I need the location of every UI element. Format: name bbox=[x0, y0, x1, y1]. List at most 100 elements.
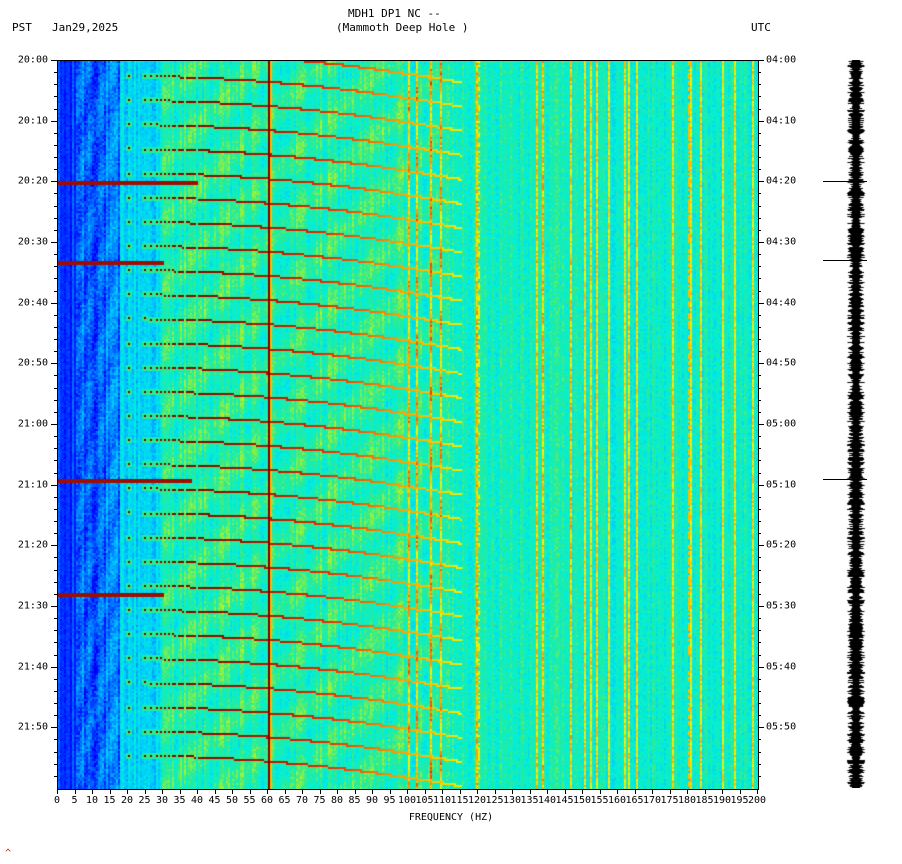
x-tick-label: 170 bbox=[642, 795, 662, 806]
left-timezone-label: PST bbox=[12, 21, 32, 34]
y-minor-tick-left bbox=[54, 448, 57, 450]
x-tick bbox=[57, 789, 58, 794]
x-tick bbox=[599, 789, 601, 794]
y-tick-left bbox=[51, 424, 57, 425]
y-minor-tick-right bbox=[758, 351, 761, 353]
x-tick bbox=[337, 789, 338, 794]
x-tick-label: 65 bbox=[278, 795, 291, 806]
y-minor-tick-left bbox=[54, 472, 57, 474]
y-minor-tick-right bbox=[758, 217, 761, 219]
y-minor-tick-left bbox=[54, 314, 57, 316]
x-tick bbox=[564, 789, 566, 794]
x-tick bbox=[127, 789, 128, 794]
y-minor-tick-right bbox=[758, 703, 761, 705]
y-minor-tick-left bbox=[54, 581, 57, 583]
x-tick-label: 125 bbox=[485, 795, 504, 806]
x-tick bbox=[442, 789, 443, 794]
x-tick-label: 185 bbox=[695, 795, 714, 806]
x-tick-label: 190 bbox=[712, 795, 732, 806]
y-tick-label-right: 05:30 bbox=[766, 600, 797, 612]
y-tick-left bbox=[51, 60, 57, 61]
y-minor-tick-left bbox=[54, 387, 57, 389]
x-tick bbox=[162, 789, 163, 794]
x-tick bbox=[494, 789, 496, 794]
date-label: Jan29,2025 bbox=[52, 21, 119, 34]
y-minor-tick-right bbox=[758, 290, 761, 292]
page-subtitle: (Mammoth Deep Hole ) bbox=[336, 21, 469, 34]
x-tick-label: 90 bbox=[365, 795, 379, 806]
y-minor-tick-left bbox=[54, 533, 57, 535]
x-tick-label: 115 bbox=[450, 795, 469, 806]
x-tick-label: 175 bbox=[660, 795, 679, 806]
y-minor-tick-right bbox=[758, 193, 761, 195]
x-tick-label: 150 bbox=[572, 795, 592, 806]
y-minor-tick-left bbox=[54, 144, 57, 146]
x-tick bbox=[634, 789, 636, 794]
y-minor-tick-left bbox=[54, 229, 57, 231]
y-tick-left bbox=[51, 242, 57, 243]
x-tick-label: 5 bbox=[71, 795, 78, 806]
y-minor-tick-right bbox=[758, 654, 761, 656]
y-minor-tick-right bbox=[758, 569, 761, 571]
y-minor-tick-left bbox=[54, 351, 57, 353]
y-minor-tick-right bbox=[758, 339, 761, 341]
y-minor-tick-left bbox=[54, 375, 57, 377]
x-tick bbox=[687, 789, 688, 794]
x-tick bbox=[652, 789, 653, 794]
page-title: MDH1 DP1 NC -- bbox=[348, 7, 441, 20]
y-minor-tick-left bbox=[54, 630, 57, 632]
x-tick bbox=[704, 789, 706, 794]
x-tick-label: 135 bbox=[520, 795, 539, 806]
x-tick-label: 195 bbox=[730, 795, 749, 806]
x-tick bbox=[424, 789, 426, 794]
y-minor-tick-right bbox=[758, 266, 761, 268]
x-tick-label: 15 bbox=[103, 795, 116, 806]
y-tick-left bbox=[51, 120, 57, 122]
y-minor-tick-right bbox=[758, 278, 761, 280]
y-minor-tick-right bbox=[758, 508, 761, 510]
y-minor-tick-left bbox=[54, 593, 57, 595]
y-minor-tick-right bbox=[758, 763, 761, 765]
y-minor-tick-left bbox=[54, 96, 57, 98]
helicorder-event-mark bbox=[823, 478, 867, 480]
y-tick-label-left: 20:00 bbox=[17, 54, 48, 66]
y-minor-tick-right bbox=[758, 411, 761, 413]
x-tick-label: 200 bbox=[747, 795, 767, 806]
y-minor-tick-left bbox=[54, 205, 57, 207]
y-tick-label-left: 21:40 bbox=[17, 661, 48, 673]
y-minor-tick-right bbox=[758, 642, 761, 644]
y-tick-right bbox=[758, 60, 764, 61]
y-minor-tick-right bbox=[758, 678, 761, 680]
x-tick bbox=[319, 789, 321, 794]
y-minor-tick-right bbox=[758, 533, 761, 535]
y-minor-tick-left bbox=[54, 290, 57, 292]
x-tick bbox=[372, 789, 373, 794]
y-tick-label-left: 20:40 bbox=[17, 297, 48, 309]
y-tick-label-left: 21:10 bbox=[17, 479, 48, 491]
y-minor-tick-left bbox=[54, 496, 57, 498]
x-tick bbox=[214, 789, 216, 794]
x-tick-label: 145 bbox=[555, 795, 574, 806]
spectrogram-canvas[interactable] bbox=[58, 61, 758, 789]
y-tick-label-left: 20:20 bbox=[17, 175, 48, 187]
x-tick bbox=[109, 789, 111, 794]
x-tick-label: 165 bbox=[625, 795, 644, 806]
x-tick-label: 110 bbox=[432, 795, 452, 806]
y-minor-tick-right bbox=[758, 132, 761, 134]
x-tick-label: 155 bbox=[590, 795, 609, 806]
y-minor-tick-right bbox=[758, 157, 761, 159]
y-tick-label-left: 20:30 bbox=[17, 236, 48, 248]
y-tick-label-left: 21:00 bbox=[17, 418, 48, 430]
x-tick-label: 45 bbox=[208, 795, 221, 806]
x-tick-label: 80 bbox=[330, 795, 344, 806]
y-tick-right bbox=[758, 242, 764, 243]
spectrogram-plot[interactable] bbox=[57, 60, 759, 790]
y-minor-tick-left bbox=[54, 84, 57, 86]
y-tick-left bbox=[51, 666, 57, 668]
x-tick-label: 160 bbox=[607, 795, 627, 806]
x-tick bbox=[529, 789, 531, 794]
y-tick-label-left: 21:20 bbox=[17, 539, 48, 551]
y-minor-tick-right bbox=[758, 96, 761, 98]
y-minor-tick-left bbox=[54, 436, 57, 438]
y-minor-tick-left bbox=[54, 739, 57, 741]
